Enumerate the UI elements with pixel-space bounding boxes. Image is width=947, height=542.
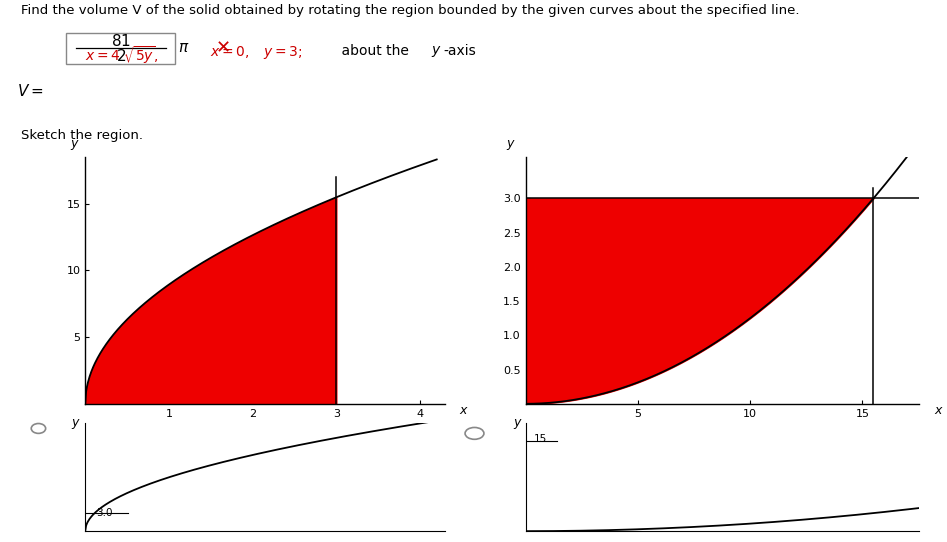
Text: 15: 15 bbox=[533, 434, 546, 444]
Text: $x = 0,$: $x = 0,$ bbox=[210, 44, 250, 60]
Text: y: y bbox=[514, 416, 521, 429]
Text: ✕: ✕ bbox=[216, 39, 231, 57]
Text: Sketch the region.: Sketch the region. bbox=[21, 129, 143, 142]
Y-axis label: y: y bbox=[71, 137, 78, 150]
Text: $y$: $y$ bbox=[431, 44, 441, 59]
Y-axis label: y: y bbox=[507, 137, 513, 150]
Text: Find the volume V of the solid obtained by rotating the region bounded by the gi: Find the volume V of the solid obtained … bbox=[21, 4, 799, 17]
Text: y: y bbox=[71, 416, 79, 429]
X-axis label: x: x bbox=[459, 404, 467, 417]
FancyBboxPatch shape bbox=[66, 33, 175, 63]
Text: about the: about the bbox=[324, 44, 413, 58]
X-axis label: x: x bbox=[935, 404, 942, 417]
Text: $81$: $81$ bbox=[111, 33, 131, 49]
Text: 3.0: 3.0 bbox=[96, 508, 113, 518]
Text: $2$: $2$ bbox=[116, 48, 126, 63]
Text: $y = 3;$: $y = 3;$ bbox=[263, 44, 303, 61]
Text: -axis: -axis bbox=[443, 44, 476, 58]
Text: $V =$: $V =$ bbox=[17, 83, 44, 99]
Text: $\pi$: $\pi$ bbox=[178, 41, 189, 55]
Text: $x = 4\ \sqrt{5y},$: $x = 4\ \sqrt{5y},$ bbox=[85, 44, 159, 66]
